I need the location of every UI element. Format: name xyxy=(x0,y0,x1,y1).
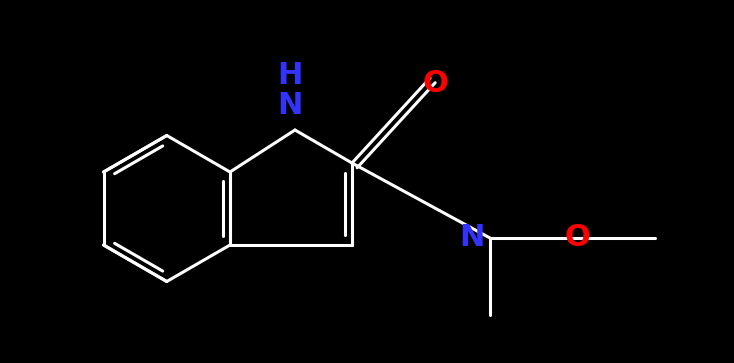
Text: N: N xyxy=(459,224,484,253)
Text: O: O xyxy=(422,69,448,98)
Text: O: O xyxy=(564,224,590,253)
Text: N: N xyxy=(277,90,302,119)
Text: H: H xyxy=(277,61,302,90)
